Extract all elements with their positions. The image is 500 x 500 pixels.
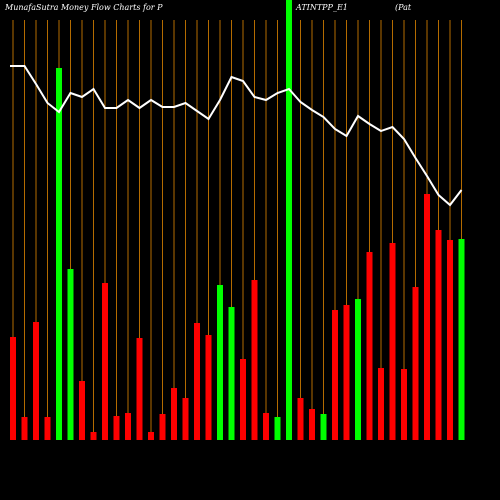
- bar: [102, 283, 108, 440]
- bar: [378, 368, 384, 440]
- bar: [274, 417, 281, 440]
- bar: [159, 414, 166, 440]
- chart-title: (Pat: [395, 3, 412, 12]
- bar: [458, 239, 465, 440]
- bar: [79, 381, 85, 440]
- bar: [389, 243, 396, 440]
- bar: [263, 413, 269, 440]
- bar: [435, 230, 442, 440]
- bar: [90, 432, 97, 440]
- bar: [309, 409, 315, 440]
- bar: [217, 285, 223, 440]
- bar: [343, 305, 350, 440]
- bar: [332, 310, 338, 440]
- bar: [21, 417, 28, 440]
- money-flow-line: [10, 65, 463, 207]
- bar: [67, 269, 74, 440]
- bar: [10, 337, 16, 440]
- bar: [424, 194, 430, 440]
- bar: [366, 252, 373, 440]
- bar: [401, 369, 407, 440]
- bar: [355, 299, 361, 440]
- bar: [56, 68, 62, 440]
- bar: [205, 335, 212, 440]
- bar: [148, 432, 154, 440]
- bar: [320, 414, 327, 440]
- bar: [194, 323, 200, 440]
- bar: [171, 388, 177, 440]
- bar: [447, 240, 453, 440]
- bar: [44, 417, 51, 440]
- bar: [297, 398, 304, 440]
- chart-title: MunafaSutra Money Flow Charts for P: [4, 3, 163, 12]
- bar: [240, 359, 246, 440]
- bar: [136, 338, 143, 440]
- bar: [228, 307, 235, 440]
- bar: [182, 398, 189, 440]
- bar: [113, 416, 120, 440]
- bar: [251, 280, 258, 440]
- chart-title: ATINTPP_E1: [295, 3, 348, 12]
- bar: [412, 287, 419, 440]
- bar: [33, 322, 39, 440]
- bar: [286, 0, 292, 440]
- bar: [125, 413, 131, 440]
